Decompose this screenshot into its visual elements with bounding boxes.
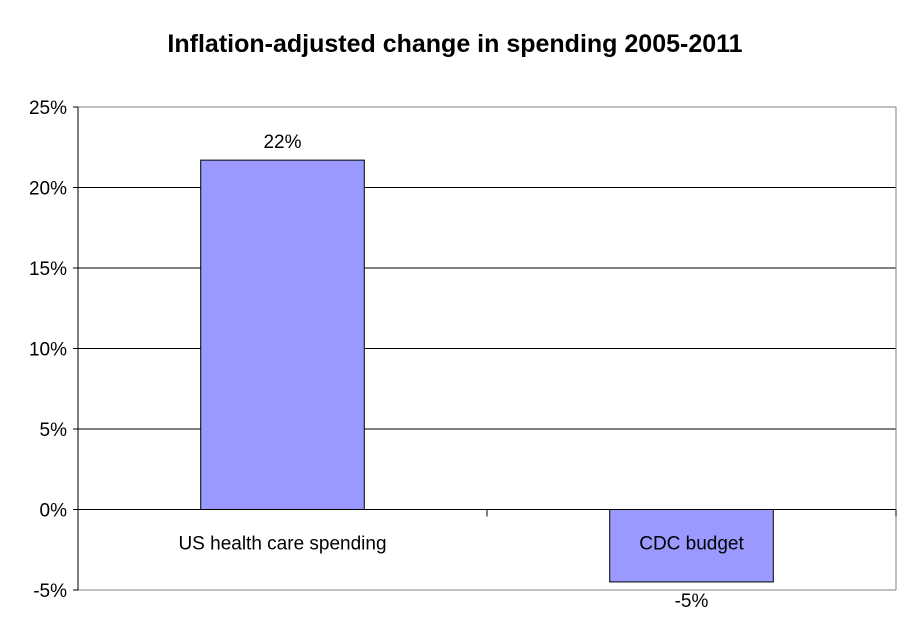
bar: [609, 509, 774, 583]
category-label: US health care spending: [178, 534, 386, 555]
data-label: -5%: [675, 591, 709, 612]
data-label: 22%: [263, 132, 301, 153]
y-tick-label: -5%: [33, 581, 67, 602]
y-tick-label: 10%: [29, 340, 67, 361]
bar: [200, 159, 365, 510]
category-label: CDC budget: [639, 534, 744, 555]
y-tick-label: 5%: [40, 420, 68, 441]
y-tick-label: 25%: [29, 98, 67, 119]
y-tick-label: 20%: [29, 179, 67, 200]
plot-area: 25% 20% 15% 10% 5% 0% -5% 22% US health care spe…: [29, 98, 897, 612]
y-tick-label: 0%: [40, 501, 68, 522]
chart-title: Inflation-adjusted change in spending 20…: [167, 30, 742, 58]
y-tick-label: 15%: [29, 259, 67, 280]
